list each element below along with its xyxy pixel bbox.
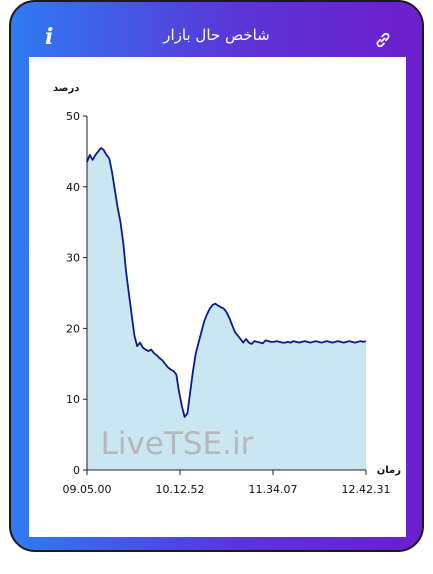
series-area xyxy=(87,147,366,470)
x-tick-label: 11.34.07 xyxy=(249,483,298,496)
market-index-chart: درصد زمان 0 10 20 30 40 50 09.05.00 10.12.52 11… xyxy=(53,83,401,496)
header-bar: i شاخص حال بازار xyxy=(11,2,422,57)
y-axis: 0 10 20 30 40 50 xyxy=(66,110,88,477)
y-tick-label: 10 xyxy=(66,393,80,406)
x-axis-label: زمان xyxy=(377,465,401,476)
series-line xyxy=(86,147,367,418)
info-icon[interactable]: i xyxy=(45,24,54,50)
watermark-text: LiveTSE.ir xyxy=(101,426,254,462)
page-title: شاخص حال بازار xyxy=(163,26,270,44)
y-tick-label: 40 xyxy=(66,181,80,194)
y-tick-label: 20 xyxy=(66,322,80,335)
y-tick-label: 50 xyxy=(66,110,80,123)
y-tick-label: 0 xyxy=(73,464,80,477)
x-tick-label: 09.05.00 xyxy=(63,483,112,496)
x-axis: 09.05.00 10.12.52 11.34.07 12.42.31 xyxy=(63,469,391,496)
market-status-card: i شاخص حال بازار درصد زمان 0 10 20 30 40 50 0… xyxy=(9,0,424,552)
y-tick-label: 30 xyxy=(66,252,80,265)
x-tick-label: 10.12.52 xyxy=(156,483,205,496)
y-axis-label: درصد xyxy=(53,83,79,94)
link-icon[interactable] xyxy=(373,30,393,50)
chart-panel: درصد زمان 0 10 20 30 40 50 09.05.00 10.12.52 11… xyxy=(29,57,406,537)
plot-area xyxy=(86,147,367,470)
x-tick-label: 12.42.31 xyxy=(342,483,391,496)
